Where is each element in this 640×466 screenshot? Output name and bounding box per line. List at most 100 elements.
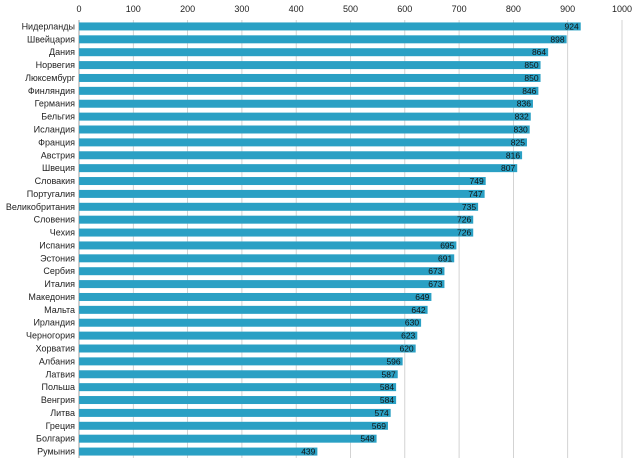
category-label: Чехия	[50, 228, 75, 238]
data-label: 630	[405, 318, 419, 328]
data-label: 691	[438, 253, 452, 263]
bar	[79, 370, 398, 379]
data-label: 836	[517, 99, 531, 109]
bar	[79, 318, 422, 327]
data-label: 864	[532, 47, 546, 57]
category-label: Албания	[39, 356, 75, 366]
data-label: 825	[511, 137, 525, 147]
x-tick-label: 400	[289, 4, 304, 14]
category-label: Черногория	[26, 331, 75, 341]
bar	[79, 241, 457, 250]
category-label: Румыния	[37, 447, 75, 457]
bar	[79, 61, 541, 70]
bar	[79, 267, 445, 276]
category-label: Мальта	[44, 305, 75, 315]
data-label: 548	[360, 434, 374, 444]
category-label: Германия	[35, 99, 75, 109]
category-label: Македония	[28, 292, 75, 302]
data-label: 850	[524, 60, 538, 70]
category-label: Латвия	[45, 369, 75, 379]
x-tick-label: 900	[560, 4, 575, 14]
bar	[79, 305, 428, 314]
category-label: Нидерланды	[22, 21, 75, 31]
x-tick-label: 200	[180, 4, 195, 14]
x-tick-label: 700	[452, 4, 467, 14]
bar	[79, 125, 530, 134]
data-label: 832	[515, 112, 529, 122]
bar	[79, 357, 403, 366]
category-label: Испания	[39, 240, 75, 250]
data-label: 735	[462, 202, 476, 212]
bar	[79, 177, 486, 186]
data-label: 623	[401, 331, 415, 341]
category-label: Греция	[46, 421, 76, 431]
bar	[79, 151, 523, 160]
category-label: Словения	[34, 215, 76, 225]
x-tick-label: 600	[397, 4, 412, 14]
data-label: 596	[386, 356, 400, 366]
category-label: Дания	[49, 47, 75, 57]
bar	[79, 35, 567, 44]
data-label: 816	[506, 150, 520, 160]
bar	[79, 112, 531, 121]
bar	[79, 254, 455, 263]
bar	[79, 396, 397, 405]
bar	[79, 331, 418, 340]
category-label: Словакия	[35, 176, 76, 186]
data-label: 695	[440, 240, 454, 250]
data-label: 846	[522, 86, 536, 96]
category-label: Ирландия	[33, 318, 75, 328]
category-label: Швейцария	[27, 34, 75, 44]
x-tick-label: 100	[126, 4, 141, 14]
bar	[79, 447, 318, 456]
x-tick-label: 300	[234, 4, 249, 14]
bar	[79, 421, 388, 430]
category-label: Эстония	[40, 253, 75, 263]
bar	[79, 73, 541, 82]
category-label: Литва	[50, 408, 75, 418]
bar	[79, 164, 518, 173]
bar	[79, 434, 377, 443]
data-label: 587	[382, 369, 396, 379]
bar	[79, 215, 474, 224]
data-label: 898	[550, 34, 564, 44]
data-label: 642	[411, 305, 425, 315]
bar	[79, 22, 581, 31]
x-tick-label: 0	[76, 4, 81, 14]
bars	[79, 22, 581, 456]
bar	[79, 138, 527, 147]
category-labels: Нидерланды Швейцария Дания Норвегия Люксембу…	[6, 21, 76, 456]
category-label: Франция	[38, 137, 75, 147]
category-label: Болгария	[36, 434, 75, 444]
x-tick-label: 500	[343, 4, 358, 14]
category-label: Финляндия	[28, 86, 75, 96]
bar	[79, 292, 432, 301]
category-label: Норвегия	[36, 60, 76, 70]
bar	[79, 344, 416, 353]
category-label: Италия	[44, 279, 75, 289]
data-label: 726	[457, 228, 471, 238]
category-label: Исландия	[34, 125, 75, 135]
bar	[79, 189, 485, 198]
data-label: 749	[470, 176, 484, 186]
data-label: 584	[380, 382, 394, 392]
data-label: 924	[565, 21, 579, 31]
bar	[79, 280, 445, 289]
bar	[79, 202, 479, 211]
bar	[79, 99, 533, 108]
bar	[79, 48, 549, 57]
x-axis-ticks: 0 100 200 300 400 500 600 700 800 900 1000	[76, 4, 632, 14]
data-label: 569	[372, 421, 386, 431]
category-label: Польша	[42, 382, 75, 392]
category-label: Бельгия	[41, 112, 75, 122]
data-label: 807	[501, 163, 515, 173]
bar	[79, 86, 539, 95]
bar	[79, 383, 397, 392]
data-label: 726	[457, 215, 471, 225]
category-label: Венгрия	[41, 395, 75, 405]
gridlines	[78, 20, 623, 458]
data-label: 673	[428, 279, 442, 289]
data-label: 673	[428, 266, 442, 276]
